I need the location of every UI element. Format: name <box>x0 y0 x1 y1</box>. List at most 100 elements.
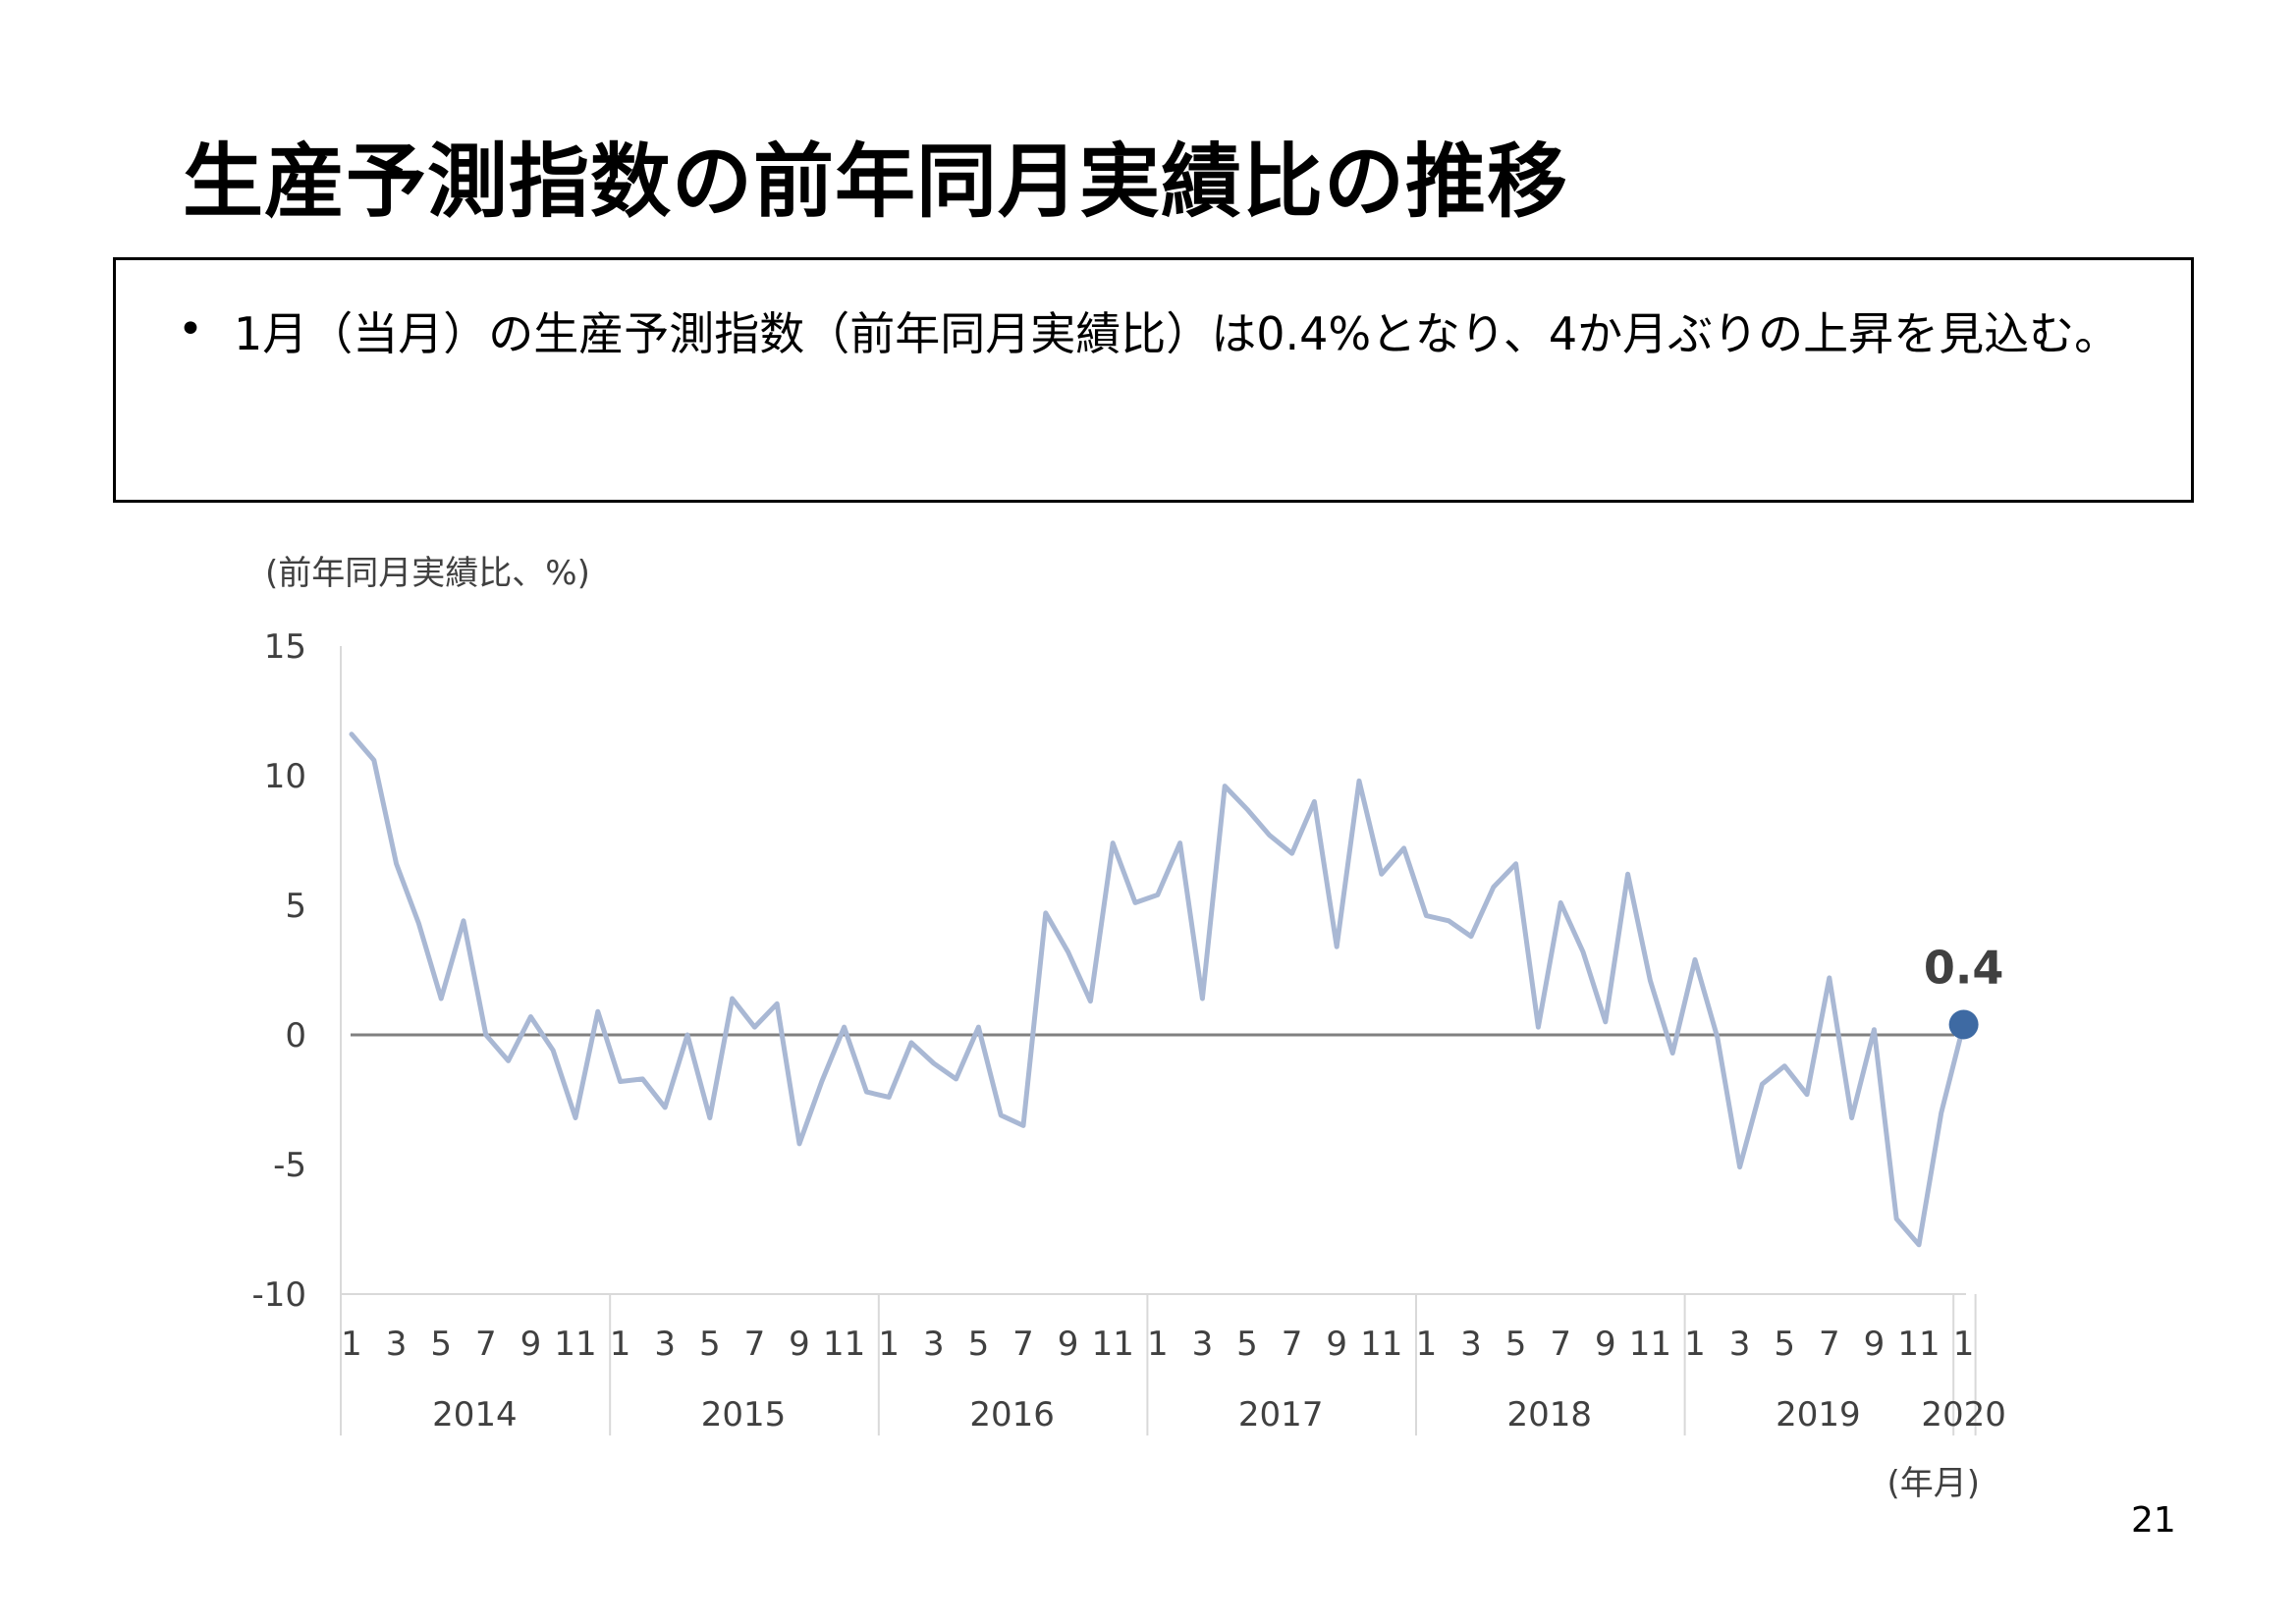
month-tick-label: 11 <box>554 1325 596 1364</box>
data-point <box>1693 957 1698 962</box>
data-point <box>976 1025 981 1030</box>
month-tick-label: 7 <box>475 1325 497 1364</box>
data-point <box>1805 1092 1810 1097</box>
month-tick-label: 3 <box>1192 1325 1214 1364</box>
data-point <box>819 1079 824 1084</box>
summary-text: 1月（当月）の生産予測指数（前年同月実績比）は0.4%となり、4か月ぶりの上昇を… <box>234 307 2120 360</box>
data-point <box>1737 1164 1742 1169</box>
data-point <box>1312 799 1317 804</box>
data-point <box>506 1058 511 1063</box>
data-point <box>1021 1123 1026 1128</box>
data-point <box>1177 840 1182 845</box>
data-point <box>1088 999 1093 1003</box>
data-point <box>1200 997 1205 1001</box>
data-point <box>730 997 735 1001</box>
slide-title: 生産予測指数の前年同月実績比の推移 <box>183 135 1569 229</box>
data-point <box>1558 900 1563 905</box>
data-point <box>1155 893 1160 897</box>
month-tick-label: 11 <box>1897 1325 1940 1364</box>
summary-box: • 1月（当月）の生産予測指数（前年同月実績比）は0.4%となり、4か月ぶりの上… <box>113 257 2194 503</box>
data-point <box>1603 1019 1608 1024</box>
data-point <box>1536 1025 1541 1030</box>
data-point <box>595 1009 600 1014</box>
data-point <box>775 1001 780 1006</box>
data-point <box>1581 949 1586 954</box>
month-tick-label: 3 <box>386 1325 408 1364</box>
data-point <box>1894 1217 1899 1221</box>
data-point <box>1917 1242 1922 1247</box>
month-tick-label: 1 <box>878 1325 900 1364</box>
month-tick-label: 9 <box>1864 1325 1886 1364</box>
month-tick-label: 11 <box>1360 1325 1402 1364</box>
y-tick-label: -5 <box>273 1146 306 1185</box>
data-point <box>954 1076 958 1081</box>
y-tick-label: 5 <box>285 887 306 926</box>
data-point <box>371 758 376 763</box>
month-tick-label: 5 <box>699 1325 721 1364</box>
x-axis-label: (年月) <box>1886 1464 1980 1503</box>
data-point <box>1491 885 1496 890</box>
data-point <box>1782 1063 1787 1068</box>
month-tick-label: 3 <box>654 1325 676 1364</box>
data-point <box>1111 840 1116 845</box>
month-tick-label: 9 <box>1058 1325 1079 1364</box>
month-tick-label: 9 <box>789 1325 810 1364</box>
data-point <box>618 1079 623 1084</box>
data-point <box>483 1033 488 1038</box>
data-point <box>1245 807 1250 812</box>
year-label: 2016 <box>969 1395 1055 1435</box>
data-point <box>1670 1051 1675 1056</box>
month-tick-label: 11 <box>1629 1325 1671 1364</box>
data-point <box>1513 861 1518 866</box>
y-tick-label: -10 <box>251 1275 306 1315</box>
year-label: 2015 <box>701 1395 787 1435</box>
year-label: 2017 <box>1238 1395 1324 1435</box>
data-point <box>1223 784 1228 788</box>
data-point <box>1357 779 1362 784</box>
data-point <box>462 918 466 923</box>
year-label: 2014 <box>432 1395 518 1435</box>
data-point <box>551 1048 556 1053</box>
month-tick-label: 11 <box>823 1325 865 1364</box>
data-point <box>1827 975 1831 980</box>
month-tick-label: 9 <box>1595 1325 1616 1364</box>
data-point <box>1066 949 1070 954</box>
data-point <box>909 1040 914 1045</box>
month-tick-label: 1 <box>1684 1325 1706 1364</box>
y-axis-label: (前年同月実績比、%) <box>265 554 590 593</box>
data-point <box>640 1076 645 1081</box>
data-point <box>1424 913 1429 918</box>
month-tick-label: 1 <box>341 1325 362 1364</box>
y-tick-label: 0 <box>285 1016 306 1056</box>
data-point <box>752 1025 757 1030</box>
month-tick-label: 7 <box>744 1325 766 1364</box>
data-point <box>1401 845 1406 850</box>
y-tick-label: 15 <box>264 627 306 667</box>
data-point <box>1625 872 1630 877</box>
data-point <box>574 1115 578 1120</box>
month-tick-label: 5 <box>1505 1325 1527 1364</box>
year-label: 2020 <box>1921 1395 2006 1435</box>
y-tick-label: 10 <box>264 757 306 796</box>
month-tick-label: 11 <box>1092 1325 1134 1364</box>
data-point <box>707 1115 712 1120</box>
data-point <box>685 1033 690 1038</box>
month-tick-label: 5 <box>968 1325 990 1364</box>
data-point <box>1289 851 1294 856</box>
data-point <box>1379 872 1384 877</box>
data-point <box>663 1105 668 1110</box>
month-tick-label: 1 <box>610 1325 631 1364</box>
month-tick-label: 3 <box>923 1325 945 1364</box>
data-point <box>1133 900 1138 905</box>
data-point <box>1648 978 1653 983</box>
data-point <box>1335 945 1339 949</box>
series-line <box>349 731 1967 1248</box>
chart-axes <box>340 646 1977 1435</box>
data-point <box>439 997 444 1001</box>
data-point <box>999 1112 1004 1117</box>
data-point <box>1469 934 1474 939</box>
data-point <box>1267 833 1272 838</box>
month-tick-label: 3 <box>1460 1325 1482 1364</box>
